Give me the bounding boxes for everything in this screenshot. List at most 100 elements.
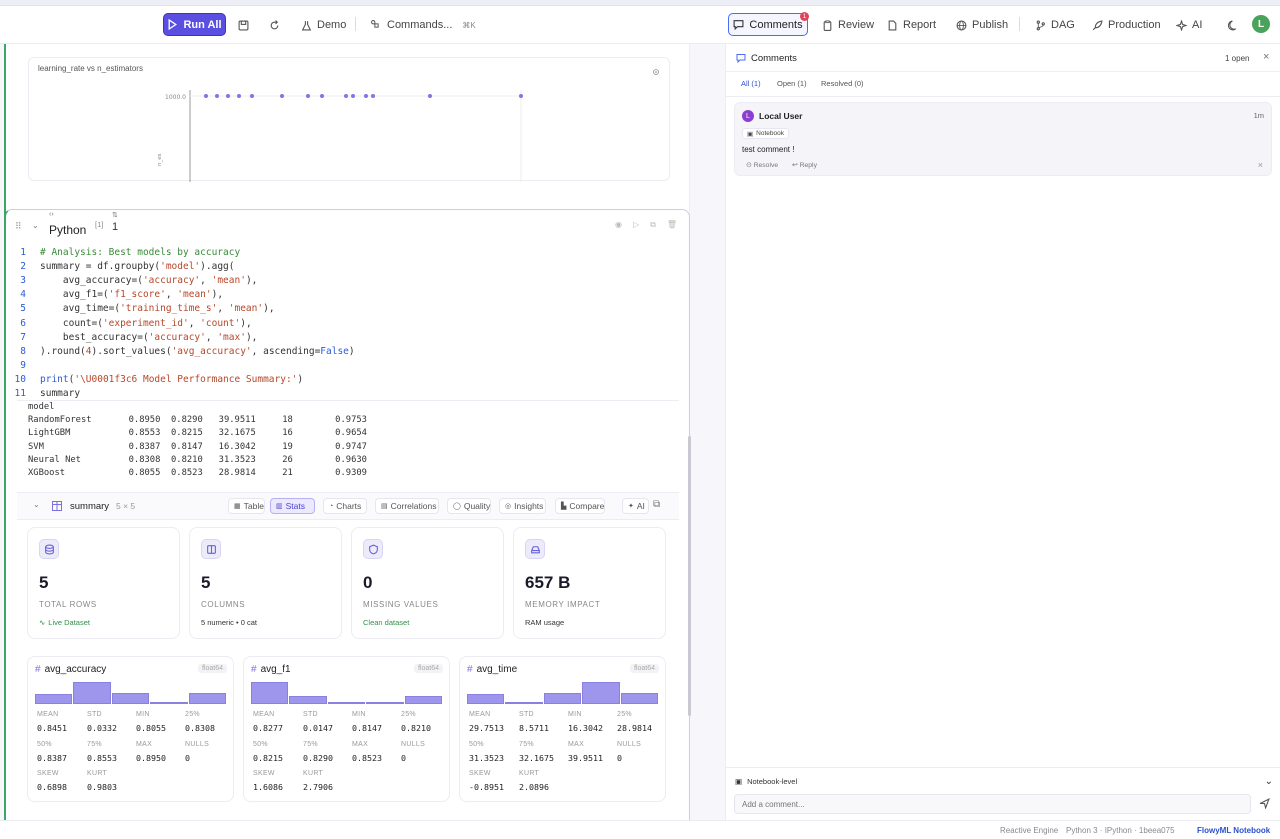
comments-button[interactable]: Comments [728, 13, 808, 36]
dag-button[interactable]: DAG [1035, 14, 1075, 36]
code-editor[interactable]: 1 # Analysis: Best models by accuracy 2 sum… [6, 246, 690, 400]
tab-correlations[interactable]: ▤ Correlations [375, 498, 439, 514]
column-name-label: avg_time [476, 664, 518, 675]
delete-comment-icon[interactable]: × [1257, 160, 1263, 170]
tab-table[interactable]: ▦ Table [228, 498, 265, 514]
commands-label: Commands... [387, 19, 453, 31]
comment-card[interactable]: L Local User 1m ▣ Notebook test comment !… [734, 102, 1272, 176]
output-scrollbar[interactable] [688, 436, 691, 716]
stat-value: 0 [401, 753, 406, 763]
production-button[interactable]: Production [1092, 14, 1161, 36]
stat-label: SKEW [469, 770, 491, 777]
line-number: 7 [20, 331, 26, 343]
column-name: # avg_accuracy [35, 664, 106, 675]
tab-all[interactable]: All (1) [741, 79, 761, 88]
line-number: 9 [20, 359, 26, 371]
commands-button[interactable]: Commands... ⌘K [371, 14, 476, 36]
collapse-chevron-icon[interactable]: ⌄ [33, 500, 40, 509]
theme-toggle[interactable] [1228, 14, 1244, 36]
tab-insights[interactable]: ◎ Insights [499, 498, 546, 514]
stat-subtext: RAM usage [525, 618, 564, 627]
output-line: LightGBM 0.8553 0.8215 32.1675 16 0.9654 [28, 428, 367, 439]
close-icon[interactable]: × [1263, 51, 1270, 63]
user-avatar[interactable]: L [1252, 15, 1270, 33]
histogram-bar [582, 682, 620, 704]
scatter-point [280, 94, 284, 98]
histogram-bar [505, 702, 543, 704]
run-all-button[interactable]: Run All [163, 13, 226, 36]
shield-icon [363, 539, 383, 559]
stat-value: 2.0896 [519, 782, 549, 792]
publish-button[interactable]: Publish [956, 14, 1008, 36]
scope-value: Notebook-level [747, 776, 798, 786]
trash-icon[interactable]: 🗑 [666, 220, 678, 229]
publish-label: Publish [972, 19, 1009, 31]
ai-button[interactable]: AI [1176, 14, 1202, 36]
chevron-down-icon: ⌄ [1264, 775, 1273, 787]
scatter-point [428, 94, 432, 98]
stat-label: MAX [352, 741, 369, 748]
open-count: 1 open [1225, 54, 1250, 63]
review-button[interactable]: Review [822, 14, 874, 36]
code-line: count=('experiment_id', 'count'), [40, 317, 252, 329]
insights-icon: ◎ [505, 503, 512, 510]
clipboard-icon [823, 19, 832, 31]
stat-label: 75% [87, 741, 102, 748]
status-bar: Reactive Engine Python 3 · IPython · 1be… [0, 820, 1280, 839]
tab-resolved[interactable]: Resolved (0) [821, 79, 864, 88]
stat-label: 25% [401, 711, 416, 718]
stat-value: 0.8553 [87, 753, 117, 763]
stat-value: 8.5711 [519, 723, 549, 733]
stat-value: 0.8308 [185, 723, 215, 733]
comment-input[interactable] [734, 794, 1251, 814]
save-button[interactable] [238, 14, 254, 36]
stat-subtext-label: RAM usage [525, 618, 565, 627]
stat-label: 50% [253, 741, 268, 748]
resolve-button[interactable]: ⊙ Resolve [746, 161, 778, 169]
scope-select[interactable]: ▣ Notebook-level ⌄ [735, 774, 1273, 788]
line-number: 6 [20, 317, 26, 329]
stat-value: 0.0147 [303, 723, 333, 733]
stat-subtext-label: Clean dataset [363, 618, 410, 627]
stat-value: 0.8451 [37, 723, 67, 733]
stat-value: 16.3042 [568, 723, 603, 733]
tab-quality[interactable]: ◯ Quality [447, 498, 491, 514]
tab-open[interactable]: Open (1) [777, 79, 807, 88]
tab-ai[interactable]: ✦ AI [622, 498, 649, 514]
stat-value: 0.8147 [352, 723, 382, 733]
stat-value: 0.8290 [303, 753, 333, 763]
restart-button[interactable] [269, 14, 285, 36]
stat-value: 0.8523 [352, 753, 382, 763]
code-cell[interactable]: ⠿ ⌄ ‹› Python [1] ⇅ 1 ◉ ▷ ⧉ 🗑 1 # Analysi… [4, 209, 691, 820]
run-cell-icon[interactable]: ▷ [632, 220, 640, 229]
stat-label: MAX [136, 741, 153, 748]
reply-button[interactable]: ↩ Reply [792, 161, 817, 169]
toolbar-divider [1019, 17, 1020, 31]
cell-language[interactable]: Python [49, 223, 87, 237]
flask-icon [301, 20, 312, 30]
collapse-chevron-icon[interactable]: ⌄ [32, 221, 39, 230]
moon-icon [1228, 20, 1237, 30]
drag-handle-icon[interactable]: ⠿ [15, 221, 22, 231]
stat-label: SKEW [37, 770, 59, 777]
scatter-point [250, 94, 254, 98]
stat-label: MIN [568, 711, 582, 718]
tab-stats[interactable]: ▥ Stats [270, 498, 315, 514]
tab-compare[interactable]: ▙ Compare [555, 498, 605, 514]
stat-label: KURT [519, 770, 540, 777]
histogram-bar [111, 693, 150, 704]
send-icon[interactable] [1259, 798, 1270, 809]
report-button[interactable]: Report [887, 14, 936, 36]
git-branch-icon [1036, 20, 1045, 30]
copy-icon[interactable]: ⧉ [653, 499, 661, 510]
stat-value: 0 [185, 753, 190, 763]
copy-icon[interactable]: ⧉ [650, 220, 656, 229]
demo-button[interactable]: Demo [301, 14, 346, 36]
line-number: 8 [20, 345, 26, 357]
brand-name: FlowyML Notebook [1197, 826, 1271, 835]
stat-value: 5 [201, 573, 211, 592]
run-all-label: Run All [183, 18, 222, 31]
settings-icon[interactable] [652, 63, 660, 75]
tab-charts[interactable]: ◔ Charts [323, 498, 367, 514]
eye-icon[interactable]: ◉ [615, 220, 622, 229]
